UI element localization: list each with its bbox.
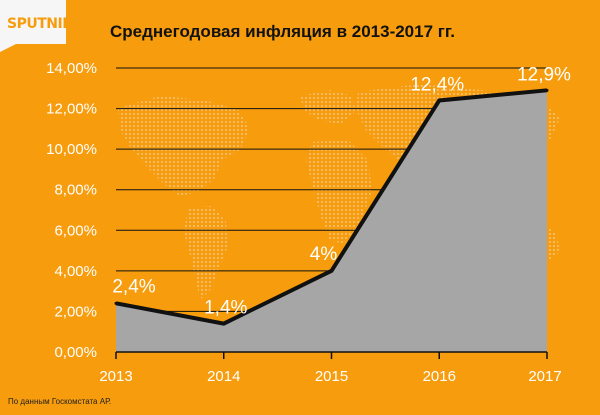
data-point (114, 301, 118, 305)
y-tick-label: 14,00% (46, 60, 97, 77)
data-point (222, 322, 226, 326)
y-tick-label: 6,00% (54, 222, 97, 239)
y-tick-label: 8,00% (54, 182, 97, 199)
plot-area (114, 88, 549, 353)
data-label: 1,4% (204, 298, 247, 319)
data-point (330, 269, 333, 273)
sputnik-logo: SPUTNIK (0, 0, 75, 52)
x-axis: 2013 2014 2015 2016 2017 (99, 351, 562, 385)
x-tick-label: 2015 (315, 368, 348, 385)
logo-text: SPUTNIK (7, 16, 74, 32)
area-fill (116, 90, 547, 353)
source-note: По данным Госкомстата АР. (8, 397, 111, 406)
data-label: 4% (310, 244, 338, 265)
data-label: 12,4% (410, 74, 464, 95)
y-tick-label: 12,00% (46, 101, 97, 118)
data-labels: 2,4% 1,4% 4% 12,4% 12,9% (112, 64, 571, 318)
y-tick-label: 2,00% (54, 303, 97, 320)
data-label: 2,4% (112, 276, 155, 297)
y-tick-label: 4,00% (54, 263, 97, 280)
y-axis: 0,00% 2,00% 4,00% 6,00% 8,00% 10,00% 12,00% 14,… (46, 60, 97, 361)
x-tick-label: 2013 (99, 368, 132, 385)
data-point (545, 88, 549, 92)
y-tick-label: 10,00% (46, 141, 97, 158)
chart-title: Среднегодовая инфляция в 2013-2017 гг. (110, 22, 455, 41)
x-tick-label: 2016 (423, 368, 456, 385)
x-tick-label: 2017 (528, 368, 561, 385)
x-tick-label: 2014 (207, 368, 240, 385)
data-label: 12,9% (517, 64, 571, 85)
data-point (437, 98, 441, 102)
y-tick-label: 0,00% (54, 344, 97, 361)
